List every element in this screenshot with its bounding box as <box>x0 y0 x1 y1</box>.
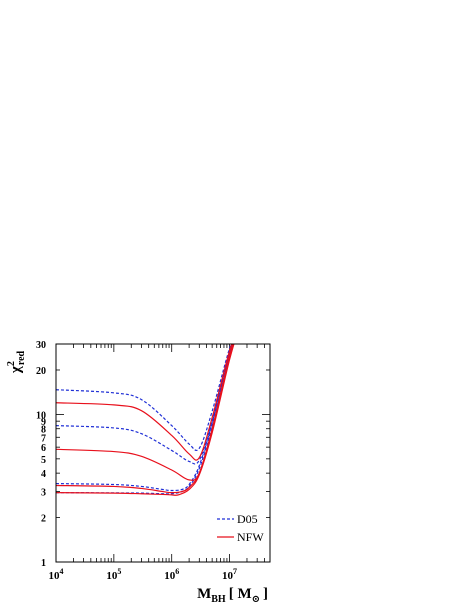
y-tick-label: 20 <box>36 366 46 377</box>
y-tick-label: 6 <box>41 443 46 454</box>
y-tick-label: 30 <box>36 340 46 351</box>
y-tick-label: 10 <box>36 410 46 421</box>
series-line-nfw-4 <box>56 344 233 461</box>
y-tick-label: 2 <box>41 514 46 525</box>
y-axis-label-main: χ <box>8 365 24 374</box>
y-tick-label: 3 <box>41 488 46 499</box>
x-axis-label-sun: ⊙ <box>252 594 260 605</box>
legend-label-nfw: NFW <box>237 530 264 544</box>
series-line-nfw-7 <box>56 344 235 496</box>
y-tick-label: 8 <box>41 425 46 436</box>
series-line-d05-0 <box>56 344 232 452</box>
legend: D05 NFW <box>217 512 264 544</box>
y-axis-label-sup: 2 <box>6 361 17 366</box>
y-tick-label: 7 <box>41 433 46 444</box>
x-tick-label: 105 <box>106 567 121 582</box>
x-tick-label: 107 <box>222 567 237 582</box>
x-tick-label: 104 <box>49 567 64 582</box>
y-axis-label: χ2red <box>6 350 27 374</box>
y-tick-label: 5 <box>41 455 46 466</box>
x-axis-label-main: M <box>197 586 211 602</box>
y-tick-label: 1 <box>41 558 46 569</box>
series-line-nfw-5 <box>56 344 234 481</box>
tick-marks <box>55 343 271 563</box>
x-axis-label-close: ] <box>263 586 268 602</box>
plot-frame <box>55 343 271 563</box>
x-tick-label: 106 <box>164 567 179 582</box>
x-axis-label: MBH[ M⊙] <box>197 586 268 605</box>
y-axis-label-sub: red <box>16 350 27 365</box>
svg-text:χ2red: χ2red <box>6 350 27 374</box>
legend-label-d05: D05 <box>237 512 258 526</box>
series-lines <box>56 344 235 496</box>
y-tick-label: 4 <box>41 469 46 480</box>
series-line-d05-2 <box>56 344 234 492</box>
x-axis-label-bracket: [ M <box>229 586 252 602</box>
x-axis-label-sub: BH <box>211 594 226 605</box>
y-tick-label: 9 <box>41 417 46 428</box>
